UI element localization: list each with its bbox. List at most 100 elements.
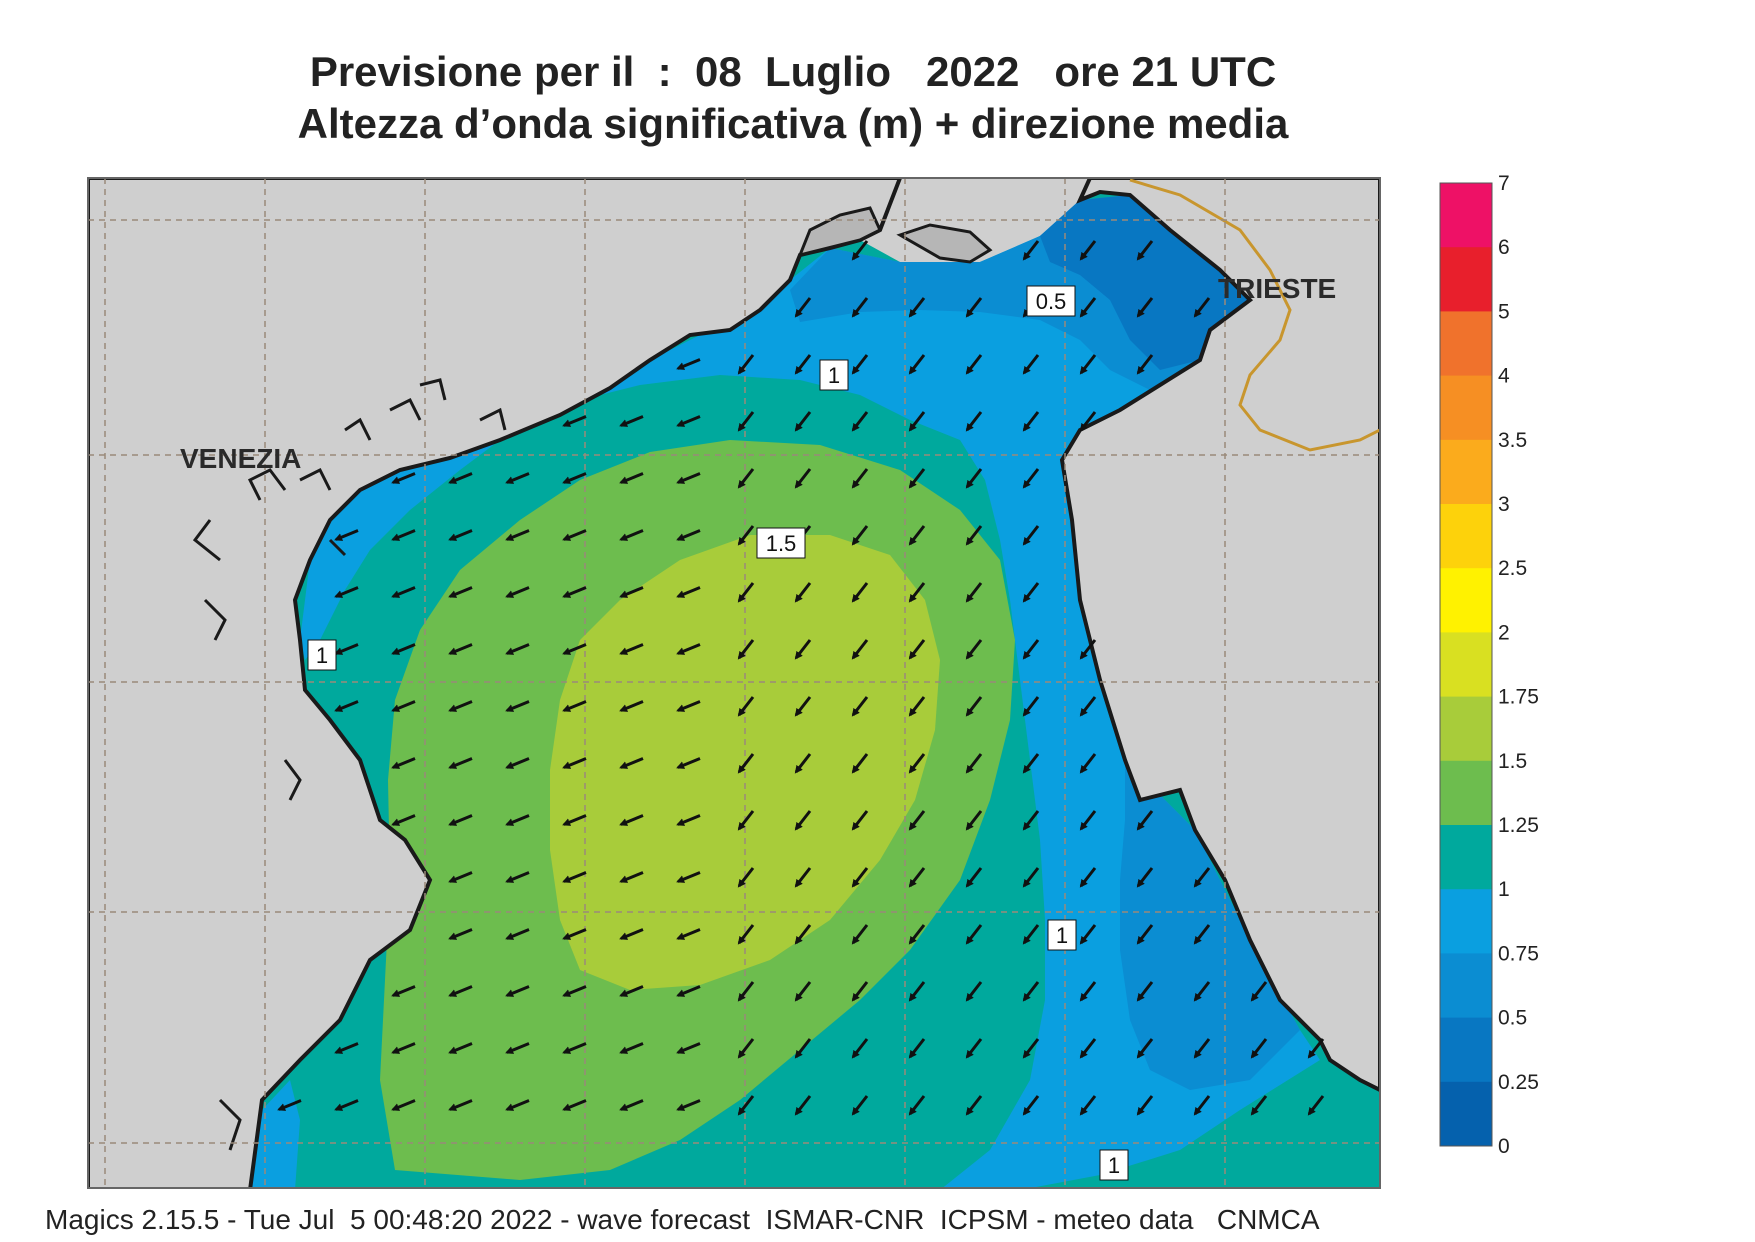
colorbar-swatch xyxy=(1440,825,1492,890)
wave-arrow xyxy=(908,354,926,375)
wave-arrow xyxy=(851,525,869,546)
wave-arrow xyxy=(1079,639,1097,660)
wave-arrow xyxy=(1022,867,1040,888)
colorbar-swatch xyxy=(1440,1081,1492,1147)
colorbar-tick-label: 0.5 xyxy=(1498,1007,1527,1030)
wave-arrow xyxy=(908,753,926,774)
wave-arrow xyxy=(1022,468,1040,489)
wave-arrow xyxy=(1193,924,1211,945)
wave-arrow xyxy=(851,924,869,945)
colorbar-swatch xyxy=(1440,439,1492,505)
colorbar-swatch xyxy=(1440,311,1492,377)
wave-arrow xyxy=(737,810,755,831)
wave-arrow xyxy=(965,696,983,717)
colorbar-tick-label: 0 xyxy=(1498,1135,1510,1158)
wave-arrow xyxy=(505,1099,530,1111)
wave-arrow xyxy=(448,586,473,598)
wave-arrow xyxy=(676,757,701,769)
wave-arrow xyxy=(1079,354,1097,375)
wave-arrow xyxy=(619,757,644,769)
title-line-1: Previsione per il : 08 Luglio 2022 ore 2… xyxy=(309,48,1277,95)
wave-arrow xyxy=(1193,1038,1211,1059)
wave-arrow xyxy=(562,757,587,769)
wave-arrow xyxy=(965,525,983,546)
wave-arrow xyxy=(676,643,701,655)
wave-arrow xyxy=(448,472,473,484)
wave-arrow xyxy=(1193,297,1211,318)
wave-arrow xyxy=(1136,810,1154,831)
wave-arrow xyxy=(1079,753,1097,774)
colorbar-tick-label: 3 xyxy=(1498,493,1510,516)
wave-arrow xyxy=(391,985,416,997)
wave-arrow xyxy=(505,529,530,541)
wave-arrow xyxy=(1307,1095,1325,1116)
wave-arrow xyxy=(676,529,701,541)
wave-arrow xyxy=(851,753,869,774)
wave-arrow xyxy=(851,582,869,603)
wave-arrow xyxy=(1193,1095,1211,1116)
wave-arrow xyxy=(1250,1038,1268,1059)
wave-arrow xyxy=(676,985,701,997)
footer-credits: Magics 2.15.5 - Tue Jul 5 00:48:20 2022 … xyxy=(45,1204,1320,1235)
wave-arrow xyxy=(619,700,644,712)
colorbar-swatch xyxy=(1440,375,1492,441)
wave-arrow xyxy=(562,871,587,883)
wave-arrow xyxy=(794,639,812,660)
wave-arrow xyxy=(505,928,530,940)
wave-arrow xyxy=(334,586,359,598)
wave-arrow xyxy=(794,582,812,603)
wave-arrow xyxy=(619,814,644,826)
wave-arrow xyxy=(448,700,473,712)
wave-arrow xyxy=(908,867,926,888)
wave-arrow xyxy=(965,867,983,888)
colorbar-swatch xyxy=(1440,1017,1492,1083)
wave-arrow xyxy=(965,639,983,660)
map-frame xyxy=(87,177,1381,1189)
contour-label-1-east: 1 xyxy=(1056,923,1068,948)
wave-arrow xyxy=(1022,411,1040,432)
wave-arrow xyxy=(737,411,755,432)
wave-arrow xyxy=(851,1038,869,1059)
wave-arrow xyxy=(851,639,869,660)
wave-arrow xyxy=(676,871,701,883)
wave-arrow xyxy=(448,928,473,940)
colorbar-tick-label: 1.25 xyxy=(1498,814,1539,837)
wave-arrow xyxy=(908,582,926,603)
wave-arrow xyxy=(908,1038,926,1059)
wave-arrow xyxy=(505,643,530,655)
wave-arrow xyxy=(676,358,701,370)
wave-arrow xyxy=(562,472,587,484)
wave-arrow xyxy=(562,985,587,997)
wave-arrow xyxy=(794,354,812,375)
wave-arrow xyxy=(908,924,926,945)
wave-arrow xyxy=(448,757,473,769)
wave-arrow xyxy=(277,1099,302,1111)
wave-arrow xyxy=(794,810,812,831)
wave-arrow xyxy=(505,586,530,598)
colorbar-swatch xyxy=(1440,953,1492,1019)
wave-arrow xyxy=(562,1099,587,1111)
wave-arrow xyxy=(562,814,587,826)
colorbar-tick-label: 3.5 xyxy=(1498,429,1527,452)
wave-arrow xyxy=(1079,867,1097,888)
colorbar-tick-label: 1.75 xyxy=(1498,686,1539,709)
wave-arrow xyxy=(1079,411,1097,432)
wave-arrow xyxy=(448,1042,473,1054)
contour-label-1-north: 1 xyxy=(828,363,840,388)
wave-arrow xyxy=(851,297,869,318)
contour-labels: 0.5 1 1.5 1 1 1 xyxy=(307,285,1129,1181)
wave-arrow xyxy=(505,472,530,484)
wave-arrow xyxy=(391,814,416,826)
colorbar-swatch xyxy=(1440,568,1492,633)
wave-arrow xyxy=(737,582,755,603)
wave-arrow xyxy=(1022,240,1040,261)
wave-arrow xyxy=(1136,867,1154,888)
wave-arrow xyxy=(908,981,926,1002)
colorbar-tick-label: 1.5 xyxy=(1498,750,1527,773)
wave-arrow xyxy=(851,1095,869,1116)
wave-arrow xyxy=(1022,810,1040,831)
city-label-venezia: VENEZIA xyxy=(180,443,301,474)
wave-arrow xyxy=(619,928,644,940)
wave-arrow xyxy=(1136,240,1154,261)
